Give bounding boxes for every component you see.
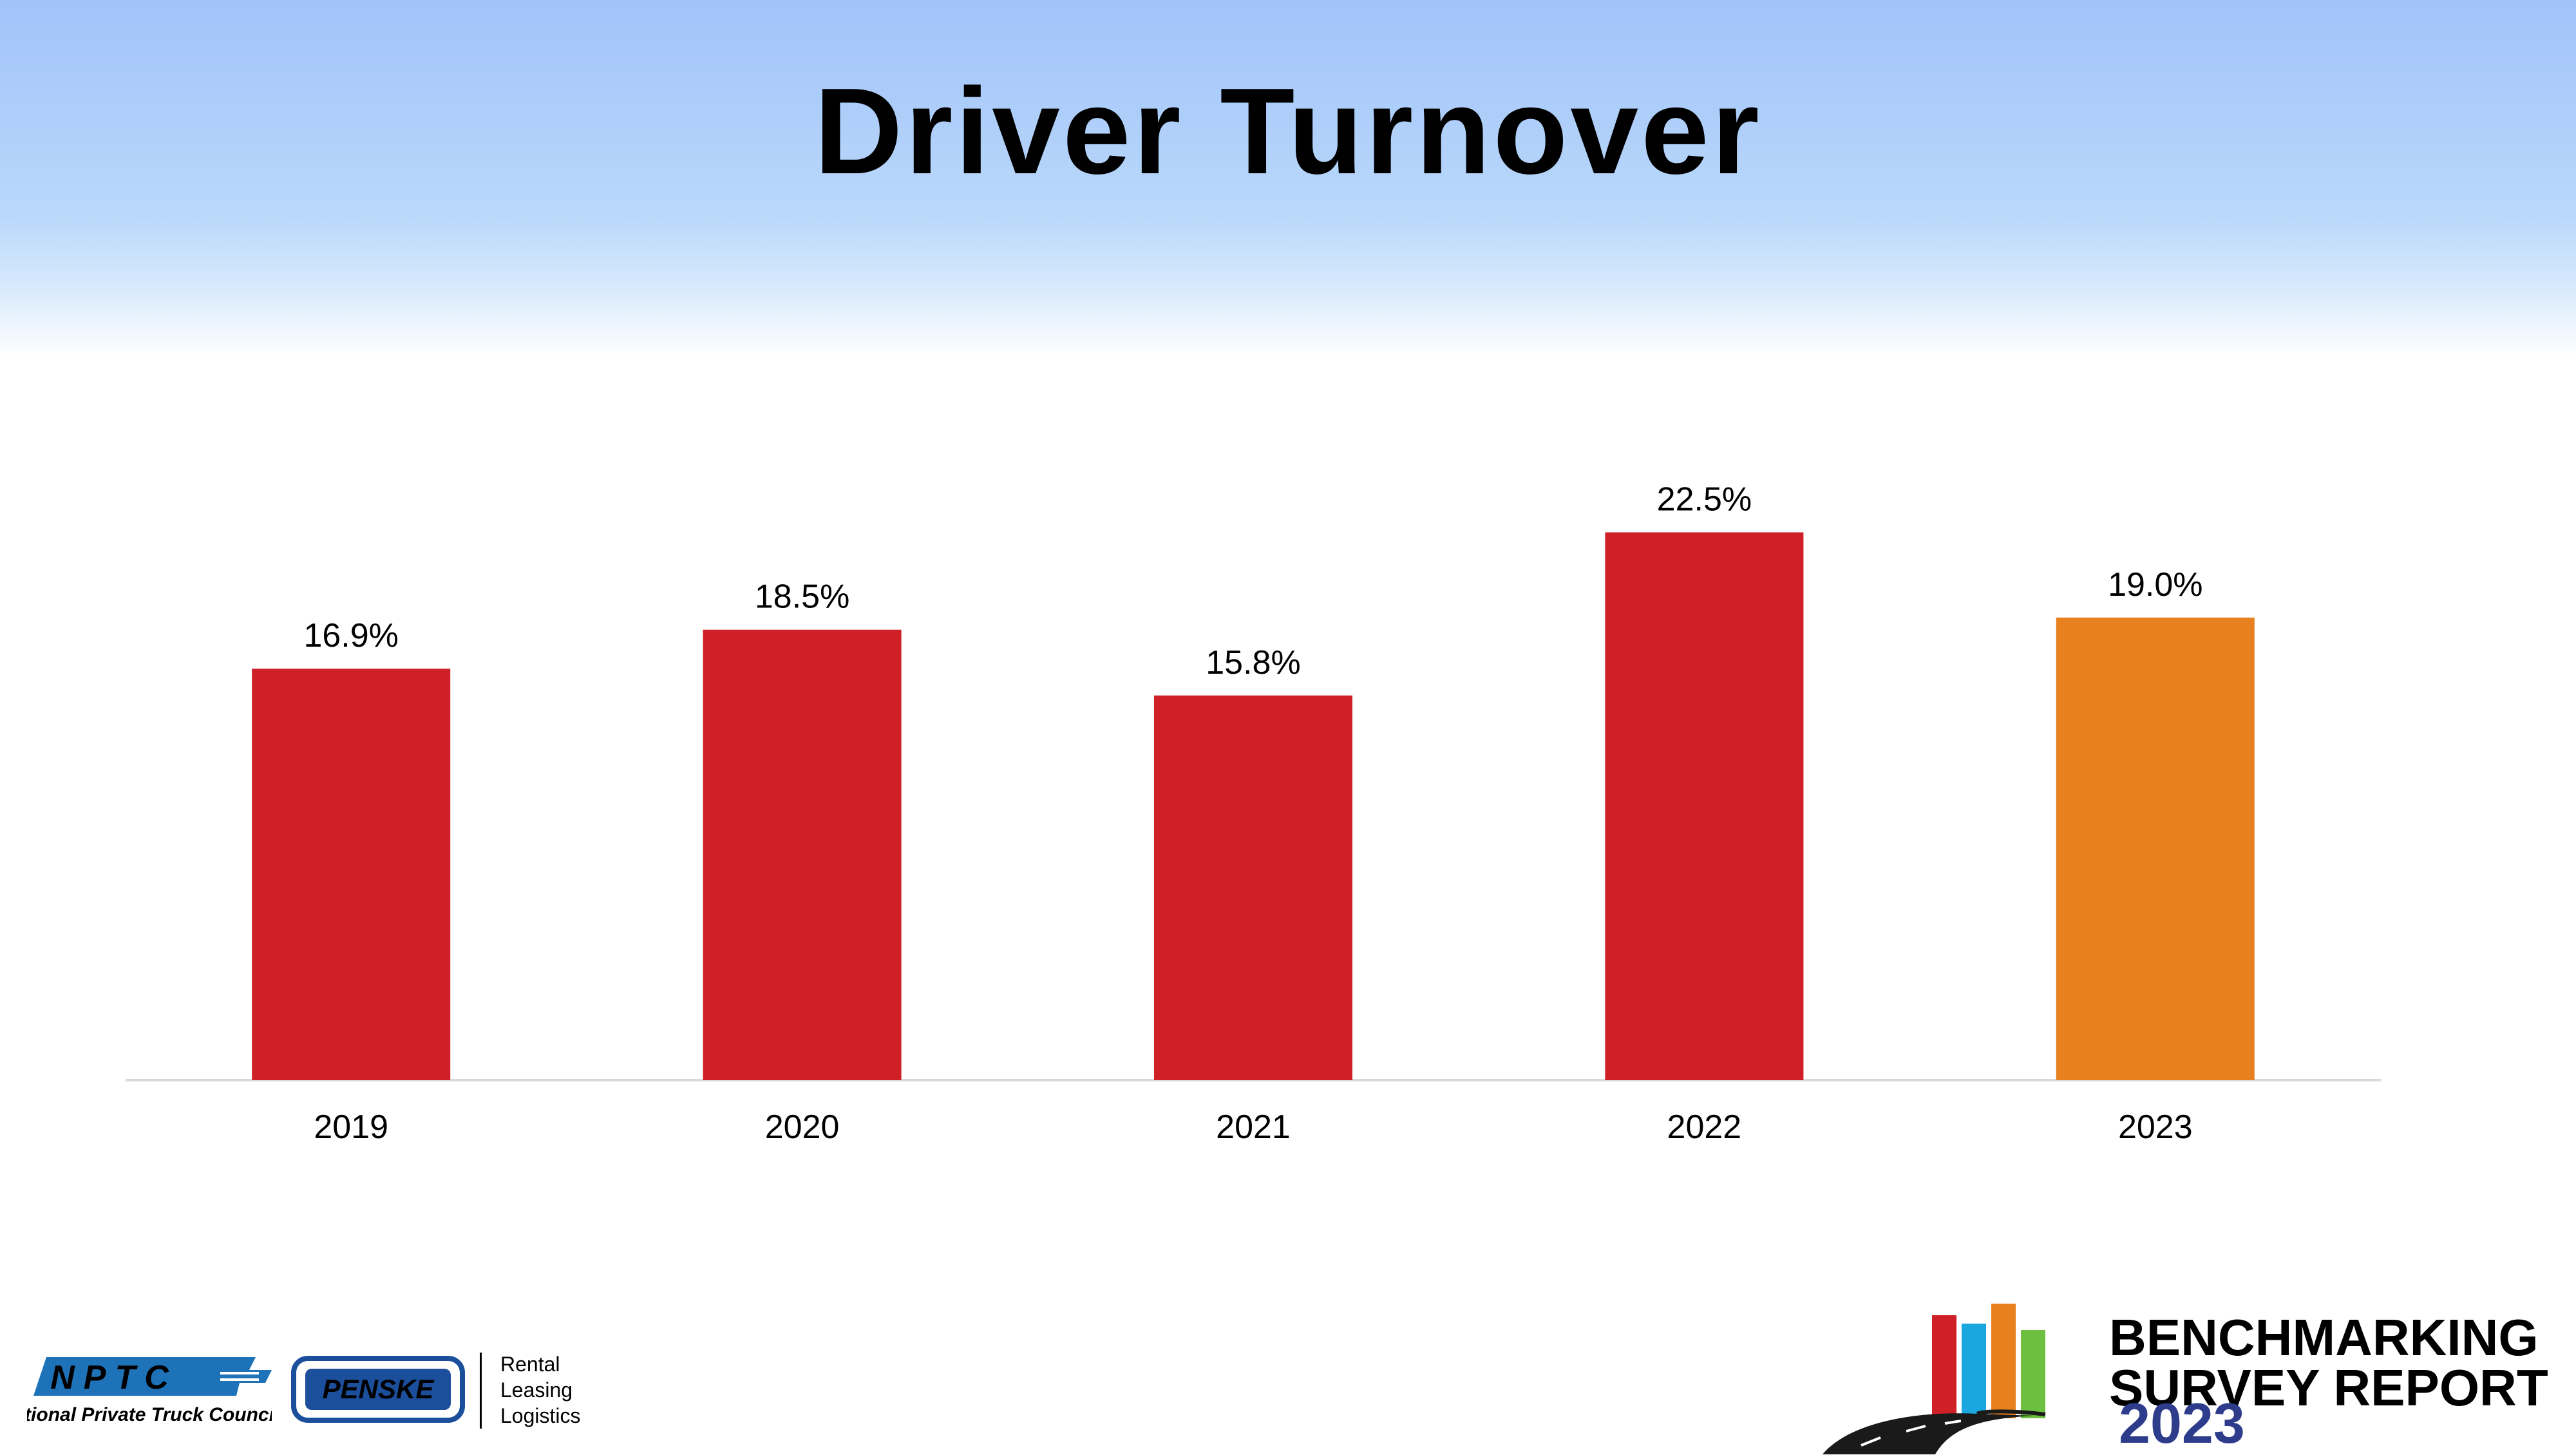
x-tick-2021: 2021 xyxy=(1216,1108,1291,1146)
nptc-logo: NPTC National Private Truck Council xyxy=(27,1357,272,1425)
data-label-2023: 19.0% xyxy=(2108,566,2202,604)
penske-name: PENSKE xyxy=(323,1374,435,1404)
bar-chart: 16.9%18.5%15.8%22.5%19.0% 2019 2020 2021 20… xyxy=(126,481,2381,1146)
x-tick-2019: 2019 xyxy=(314,1108,388,1146)
x-tick-labels-group: 2019 2020 2021 2022 2023 xyxy=(314,1108,2192,1146)
benchmark-line-2: SURVEY REPORT xyxy=(2109,1359,2548,1416)
penske-divider xyxy=(480,1353,482,1429)
nptc-abbr: NPTC xyxy=(50,1359,178,1396)
page-title: Driver Turnover xyxy=(814,63,1762,200)
benchmark-title: BENCHMARKING SURVEY REPORT xyxy=(2109,1309,2548,1416)
bar-2023 xyxy=(2056,617,2255,1080)
penske-services: Rental Leasing Logistics xyxy=(500,1351,581,1429)
penske-service-leasing: Leasing xyxy=(500,1378,573,1402)
penske-service-logistics: Logistics xyxy=(500,1404,581,1427)
penske-logo: PENSKE xyxy=(291,1356,465,1423)
x-tick-2022: 2022 xyxy=(1667,1108,1742,1146)
benchmark-line-1: BENCHMARKING xyxy=(2109,1309,2539,1366)
bar-2021 xyxy=(1154,695,1352,1080)
bar-2022 xyxy=(1605,532,1804,1080)
nptc-full-name: National Private Truck Council xyxy=(27,1404,272,1425)
x-tick-2020: 2020 xyxy=(765,1108,840,1146)
benchmark-road-graphic xyxy=(1823,1304,2046,1454)
data-label-2019: 16.9% xyxy=(303,617,398,654)
bars-group xyxy=(252,532,2255,1080)
data-label-2020: 18.5% xyxy=(755,578,849,616)
data-label-2022: 22.5% xyxy=(1657,481,1752,518)
bar-2019 xyxy=(252,669,451,1080)
data-labels-group: 16.9% 18.5% 15.8% 22.5% 19.0% xyxy=(303,481,2202,681)
benchmark-year: 2023 xyxy=(2119,1391,2245,1455)
data-label-2021: 15.8% xyxy=(1206,644,1300,681)
penske-service-rental: Rental xyxy=(500,1353,560,1376)
bar-2020 xyxy=(703,629,902,1080)
header-band xyxy=(0,0,2576,357)
nptc-truck-shape xyxy=(33,1357,272,1396)
x-tick-2023: 2023 xyxy=(2118,1108,2193,1146)
